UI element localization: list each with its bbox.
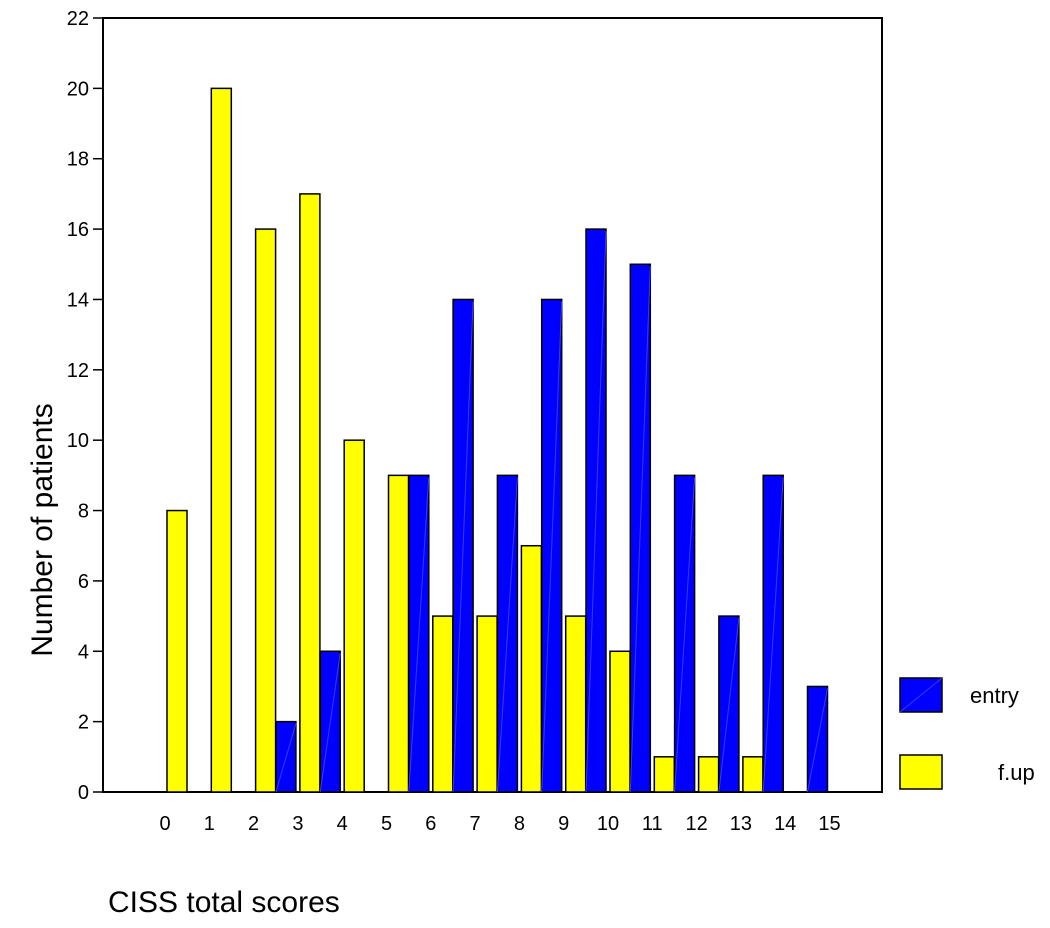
x-tick-label: 6 [425, 813, 436, 835]
bar-entry-shading [807, 688, 828, 793]
bars [143, 87, 852, 793]
y-tick-label: 2 [78, 712, 89, 734]
bar-fup [432, 615, 454, 793]
y-tick-label: 10 [67, 430, 89, 452]
bar-entry-shading [674, 477, 696, 793]
bar-entry-shading [452, 301, 474, 793]
bar-entry-shading [541, 301, 563, 793]
y-axis: 0 2 4 6 8 10 12 14 16 18 20 22 [67, 8, 103, 804]
bar-entry-shading [718, 618, 740, 793]
y-tick-label: 12 [67, 360, 89, 382]
legend: entry f.up [899, 677, 1035, 790]
x-tick-label: 13 [730, 813, 752, 835]
legend-label-entry: entry [970, 683, 1019, 708]
bar-fup [387, 474, 410, 793]
bar-fup [564, 615, 587, 793]
bar-fup [254, 228, 277, 793]
y-tick-label: 8 [78, 501, 89, 523]
x-tick-label: 2 [248, 813, 259, 835]
x-tick-label: 9 [558, 813, 569, 835]
x-tick-label: 1 [204, 813, 215, 835]
bar-fup [609, 650, 631, 793]
bar-entry-shading [762, 477, 784, 793]
legend-label-fup: f.up [998, 760, 1035, 785]
y-tick-label: 16 [67, 219, 89, 241]
bar-fup [520, 544, 543, 793]
bar-entry-shading [629, 266, 651, 793]
bar-entry-shading [496, 477, 518, 793]
bar-entry-shading [585, 231, 607, 793]
bar-fup [210, 87, 233, 793]
legend-swatch-shading [899, 677, 943, 713]
x-tick-label: 11 [642, 813, 663, 835]
y-tick-label: 18 [67, 149, 89, 171]
x-tick-label: 4 [337, 813, 348, 835]
bar-fup [697, 756, 720, 793]
y-tick-label: 22 [67, 8, 89, 30]
x-tick-label: 12 [685, 813, 707, 835]
bar-fup [742, 756, 764, 793]
x-tick-label: 0 [159, 813, 170, 835]
bar-fup [166, 509, 188, 793]
bar-fup [343, 439, 365, 793]
x-tick-label: 7 [470, 813, 481, 835]
y-tick-label: 6 [78, 571, 89, 593]
legend-swatch-fup [899, 754, 943, 790]
x-tick-label: 10 [597, 813, 619, 835]
bar-entry-shading [319, 653, 341, 793]
x-tick-label: 14 [774, 813, 796, 835]
y-tick-label: 0 [78, 782, 89, 804]
x-axis-title: CISS total scores [108, 886, 340, 919]
y-axis-title: Number of patients [26, 403, 59, 656]
bar-fup [299, 193, 321, 793]
bar-entry-shading [275, 723, 297, 793]
bar-fup [476, 615, 498, 793]
x-axis: 0 1 2 3 4 5 6 7 8 9 10 11 12 13 14 15 [159, 813, 840, 835]
x-tick-label: 15 [818, 813, 840, 835]
x-tick-label: 5 [381, 813, 392, 835]
bar-fup [653, 756, 676, 793]
y-tick-label: 20 [67, 78, 89, 100]
x-tick-label: 8 [514, 813, 525, 835]
bar-entry-shading [408, 477, 430, 793]
x-tick-label: 3 [292, 813, 303, 835]
y-tick-label: 14 [67, 289, 89, 311]
y-tick-label: 4 [78, 641, 89, 663]
